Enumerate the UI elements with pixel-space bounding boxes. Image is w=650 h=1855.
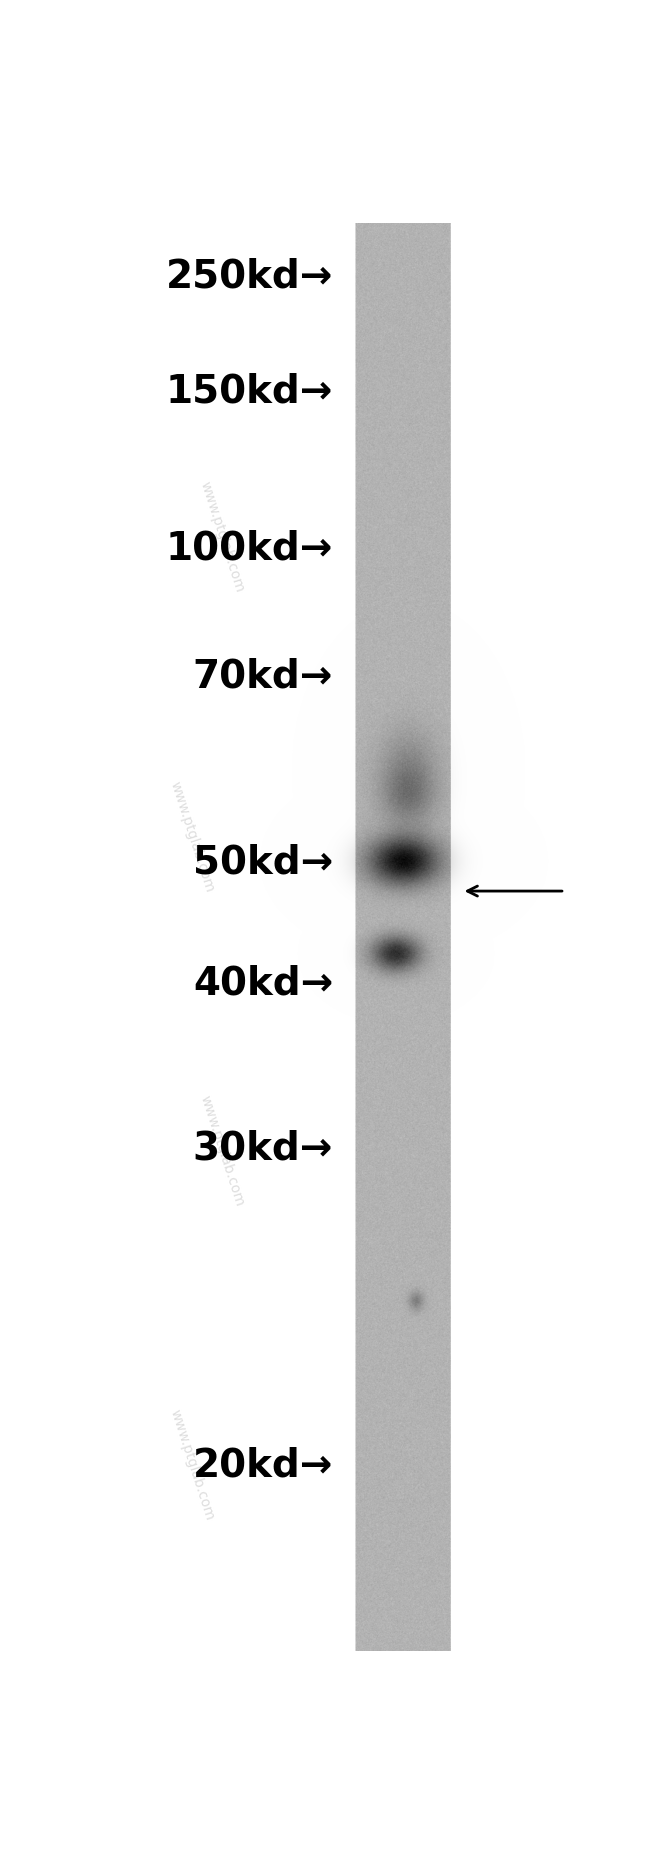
Text: 150kd→: 150kd→ (166, 373, 333, 410)
Text: 70kd→: 70kd→ (193, 659, 333, 696)
Text: 30kd→: 30kd→ (193, 1130, 333, 1167)
Text: www.ptglab.com: www.ptglab.com (198, 1094, 247, 1208)
Text: www.ptglab.com: www.ptglab.com (168, 779, 216, 894)
Text: www.ptglab.com: www.ptglab.com (198, 480, 247, 594)
Text: 50kd→: 50kd→ (193, 844, 333, 881)
Text: 40kd→: 40kd→ (193, 965, 333, 1004)
Text: 20kd→: 20kd→ (193, 1447, 333, 1484)
Text: 250kd→: 250kd→ (166, 258, 333, 297)
Text: 100kd→: 100kd→ (166, 529, 333, 568)
Text: www.ptglab.com: www.ptglab.com (168, 1408, 216, 1523)
